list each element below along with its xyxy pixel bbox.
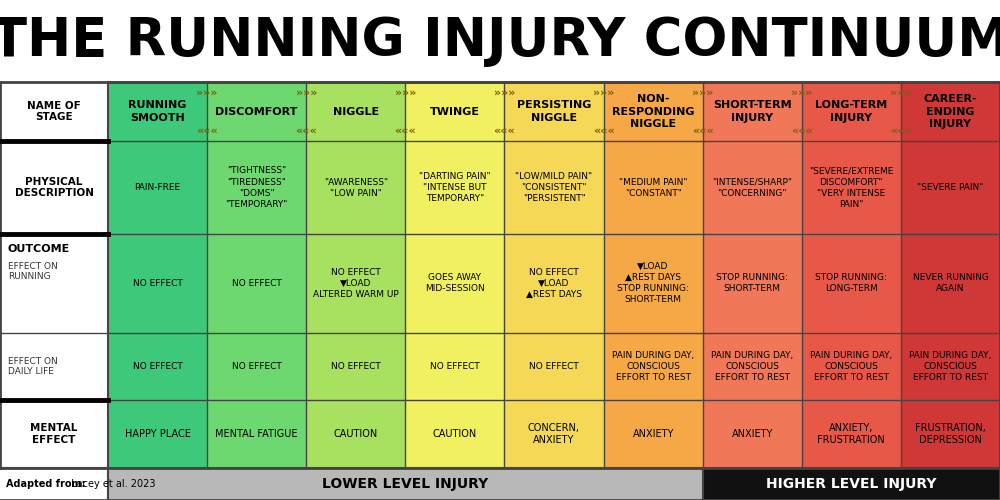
Text: »»»: »»» <box>593 88 614 98</box>
Text: NO EFFECT: NO EFFECT <box>232 278 282 287</box>
Text: «««: ««« <box>494 126 515 136</box>
Text: SHORT-TERM
INJURY: SHORT-TERM INJURY <box>713 100 792 123</box>
Bar <box>504 82 604 468</box>
Text: EFFECT ON
RUNNING: EFFECT ON RUNNING <box>8 262 58 281</box>
Text: »»»: »»» <box>196 88 218 98</box>
Bar <box>901 82 1000 468</box>
Text: «««: ««« <box>295 126 317 136</box>
Text: PAIN-FREE: PAIN-FREE <box>134 183 181 192</box>
Bar <box>802 82 901 468</box>
Text: ANXIETY: ANXIETY <box>632 429 674 439</box>
Text: STOP RUNNING:
SHORT-TERM: STOP RUNNING: SHORT-TERM <box>716 273 788 293</box>
Text: »»»: »»» <box>791 88 812 98</box>
Text: Adapted from:: Adapted from: <box>6 479 86 489</box>
Text: »»»: »»» <box>890 88 912 98</box>
Text: THE RUNNING INJURY CONTINUUM: THE RUNNING INJURY CONTINUUM <box>0 15 1000 67</box>
Text: "MEDIUM PAIN"
"CONSTANT": "MEDIUM PAIN" "CONSTANT" <box>619 178 687 198</box>
Text: EFFECT ON
DAILY LIFE: EFFECT ON DAILY LIFE <box>8 357 58 376</box>
Text: NAME OF
STAGE: NAME OF STAGE <box>27 101 81 122</box>
Text: OUTCOME: OUTCOME <box>8 244 70 254</box>
Text: NO EFFECT: NO EFFECT <box>430 362 480 371</box>
Text: «««: ««« <box>593 126 614 136</box>
Text: PHYSICAL
DESCRIPTION: PHYSICAL DESCRIPTION <box>14 177 94 199</box>
Text: "SEVERE PAIN": "SEVERE PAIN" <box>917 183 984 192</box>
Text: HIGHER LEVEL INJURY: HIGHER LEVEL INJURY <box>766 477 937 491</box>
Text: NON-
RESPONDING
NIGGLE: NON- RESPONDING NIGGLE <box>612 94 694 129</box>
Text: Lacey et al. 2023: Lacey et al. 2023 <box>68 479 156 489</box>
Text: NO EFFECT: NO EFFECT <box>133 278 182 287</box>
Text: «««: ««« <box>394 126 416 136</box>
Text: «««: ««« <box>692 126 714 136</box>
Bar <box>405 82 504 468</box>
Text: PAIN DURING DAY,
CONSCIOUS
EFFORT TO REST: PAIN DURING DAY, CONSCIOUS EFFORT TO RES… <box>711 351 793 382</box>
Text: CONCERN,
ANXIETY: CONCERN, ANXIETY <box>528 423 580 446</box>
Text: NO EFFECT: NO EFFECT <box>529 362 579 371</box>
Text: NO EFFECT: NO EFFECT <box>133 362 182 371</box>
Text: «««: ««« <box>890 126 912 136</box>
Text: FRUSTRATION,
DEPRESSION: FRUSTRATION, DEPRESSION <box>915 423 986 446</box>
Text: NO EFFECT: NO EFFECT <box>331 362 381 371</box>
Text: MENTAL
EFFECT: MENTAL EFFECT <box>30 424 78 445</box>
Text: GOES AWAY
MID-SESSION: GOES AWAY MID-SESSION <box>425 273 485 293</box>
Bar <box>703 468 1000 500</box>
Text: RUNNING
SMOOTH: RUNNING SMOOTH <box>128 100 187 123</box>
Bar <box>207 82 306 468</box>
Bar <box>0 468 703 500</box>
Text: STOP RUNNING:
LONG-TERM: STOP RUNNING: LONG-TERM <box>815 273 887 293</box>
Text: PAIN DURING DAY,
CONSCIOUS
EFFORT TO REST: PAIN DURING DAY, CONSCIOUS EFFORT TO RES… <box>909 351 992 382</box>
Text: NO EFFECT
▼LOAD
ALTERED WARM UP: NO EFFECT ▼LOAD ALTERED WARM UP <box>313 268 399 299</box>
Text: "SEVERE/EXTREME
DISCOMFORT"
"VERY INTENSE
PAIN": "SEVERE/EXTREME DISCOMFORT" "VERY INTENS… <box>809 166 894 208</box>
Bar <box>703 82 802 468</box>
Bar <box>108 82 207 468</box>
Text: «««: ««« <box>196 126 218 136</box>
Text: CAREER-
ENDING
INJURY: CAREER- ENDING INJURY <box>924 94 977 129</box>
Text: "DARTING PAIN"
"INTENSE BUT
TEMPORARY": "DARTING PAIN" "INTENSE BUT TEMPORARY" <box>419 172 491 203</box>
Text: »»»: »»» <box>395 88 416 98</box>
Text: ANXIETY: ANXIETY <box>732 429 773 439</box>
Text: ▼LOAD
▲REST DAYS
STOP RUNNING:
SHORT-TERM: ▼LOAD ▲REST DAYS STOP RUNNING: SHORT-TER… <box>617 262 689 304</box>
Text: NO EFFECT
▼LOAD
▲REST DAYS: NO EFFECT ▼LOAD ▲REST DAYS <box>526 268 582 299</box>
Text: »»»: »»» <box>296 88 317 98</box>
Text: PERSISTING
NIGGLE: PERSISTING NIGGLE <box>517 100 591 123</box>
Text: MENTAL FATIGUE: MENTAL FATIGUE <box>215 429 298 439</box>
Text: CAUTION: CAUTION <box>334 429 378 439</box>
Text: NO EFFECT: NO EFFECT <box>232 362 282 371</box>
Text: "LOW/MILD PAIN"
"CONSISTENT"
"PERSISTENT": "LOW/MILD PAIN" "CONSISTENT" "PERSISTENT… <box>515 172 593 203</box>
Bar <box>0 82 108 468</box>
Text: TWINGE: TWINGE <box>430 106 480 117</box>
Text: »»»: »»» <box>692 88 713 98</box>
Text: CAUTION: CAUTION <box>433 429 477 439</box>
Text: LOWER LEVEL INJURY: LOWER LEVEL INJURY <box>322 477 488 491</box>
Text: NEVER RUNNING
AGAIN: NEVER RUNNING AGAIN <box>913 273 988 293</box>
Text: »»»: »»» <box>494 88 515 98</box>
Bar <box>604 82 703 468</box>
Text: "AWARENESS"
"LOW PAIN": "AWARENESS" "LOW PAIN" <box>324 178 388 198</box>
Bar <box>306 82 405 468</box>
Text: PAIN DURING DAY,
CONSCIOUS
EFFORT TO REST: PAIN DURING DAY, CONSCIOUS EFFORT TO RES… <box>810 351 892 382</box>
Text: PAIN DURING DAY,
CONSCIOUS
EFFORT TO REST: PAIN DURING DAY, CONSCIOUS EFFORT TO RES… <box>612 351 694 382</box>
Text: NIGGLE: NIGGLE <box>333 106 379 117</box>
Text: «««: ««« <box>791 126 813 136</box>
Text: LONG-TERM
INJURY: LONG-TERM INJURY <box>815 100 887 123</box>
Text: "TIGHTNESS"
"TIREDNESS"
"DOMS"
"TEMPORARY": "TIGHTNESS" "TIREDNESS" "DOMS" "TEMPORAR… <box>225 166 288 208</box>
Text: ANXIETY,
FRUSTRATION: ANXIETY, FRUSTRATION <box>817 423 885 446</box>
Text: HAPPY PLACE: HAPPY PLACE <box>125 429 190 439</box>
Text: "INTENSE/SHARP"
"CONCERNING": "INTENSE/SHARP" "CONCERNING" <box>712 178 792 198</box>
Bar <box>108 468 703 500</box>
Text: DISCOMFORT: DISCOMFORT <box>215 106 298 117</box>
